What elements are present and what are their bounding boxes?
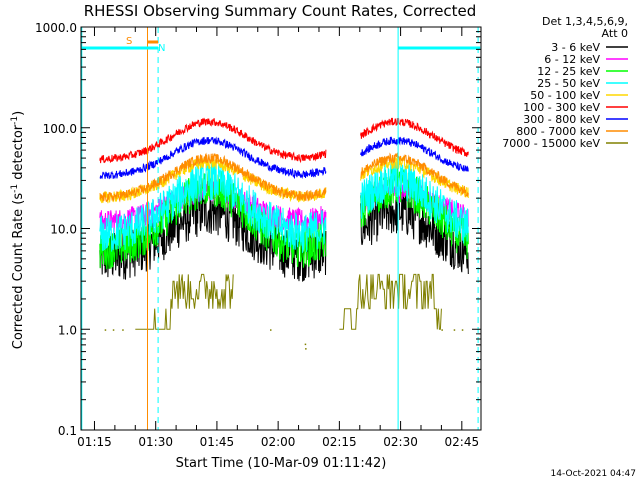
series-point-7000-15000-kev <box>304 343 307 346</box>
y-tick-label: 1000.0 <box>35 21 77 35</box>
series-line-7000-15000-kev <box>135 273 442 330</box>
legend-header-line-1: Det 1,3,4,5,6,9, <box>542 15 628 28</box>
x-tick-label: 01:15 <box>77 435 112 449</box>
x-tick-label: 01:45 <box>200 435 235 449</box>
y-tick-label: 100.0 <box>43 122 77 136</box>
x-tick-label: 02:00 <box>261 435 296 449</box>
chart-title: RHESSI Observing Summary Count Rates, Co… <box>84 2 477 20</box>
series-line-800-7000-kev <box>99 152 469 203</box>
y-axis-label: Corrected Count Rate (s-1 detector-1) <box>10 111 26 349</box>
x-tick-label: 02:15 <box>322 435 357 449</box>
legend-label: 300 - 800 keV <box>523 113 600 126</box>
legend-header-line-2: Att 0 <box>602 27 628 40</box>
night-marker-label: N <box>158 43 165 54</box>
x-tick-label: 02:30 <box>383 435 418 449</box>
series-point-7000-15000-kev <box>441 329 443 331</box>
series-point-7000-15000-kev <box>112 329 115 331</box>
series-point-7000-15000-kev <box>104 329 107 331</box>
axes-layer: 0.1 1.0 10.0 100.0 1000.0 01:15 01:30 01:45 02:0… <box>35 21 481 449</box>
legend-label: 3 - 6 keV <box>551 41 600 54</box>
x-tick-label: 02:45 <box>445 435 480 449</box>
y-tick-label: 10.0 <box>50 223 77 237</box>
y-tick-label: 0.1 <box>58 424 77 438</box>
x-axis-label: Start Time (10-Mar-09 01:11:42) <box>176 456 387 471</box>
series-point-7000-15000-kev <box>305 348 307 350</box>
series-point-7000-15000-kev <box>461 329 464 331</box>
series-point-7000-15000-kev <box>270 329 272 331</box>
x-tick-label: 01:30 <box>138 435 173 449</box>
footer-timestamp: 14-Oct-2021 04:47 <box>551 469 636 479</box>
saa-marker-label: S <box>126 36 132 47</box>
series-point-7000-15000-kev <box>453 329 456 331</box>
legend-label: 6 - 12 keV <box>544 53 600 66</box>
legend-label: 100 - 300 keV <box>523 101 600 114</box>
y-tick-label: 1.0 <box>58 323 77 337</box>
legend-label: 7000 - 15000 keV <box>502 137 600 150</box>
legend-label: 50 - 100 keV <box>530 89 600 102</box>
legend-label: 800 - 7000 keV <box>516 125 600 138</box>
legend-label: 25 - 50 keV <box>537 77 600 90</box>
series-line-100-300-kev <box>99 117 469 164</box>
legend-label: 12 - 25 keV <box>537 65 600 78</box>
series-line-300-800-kev <box>99 136 469 180</box>
series-point-7000-15000-kev <box>122 329 124 331</box>
